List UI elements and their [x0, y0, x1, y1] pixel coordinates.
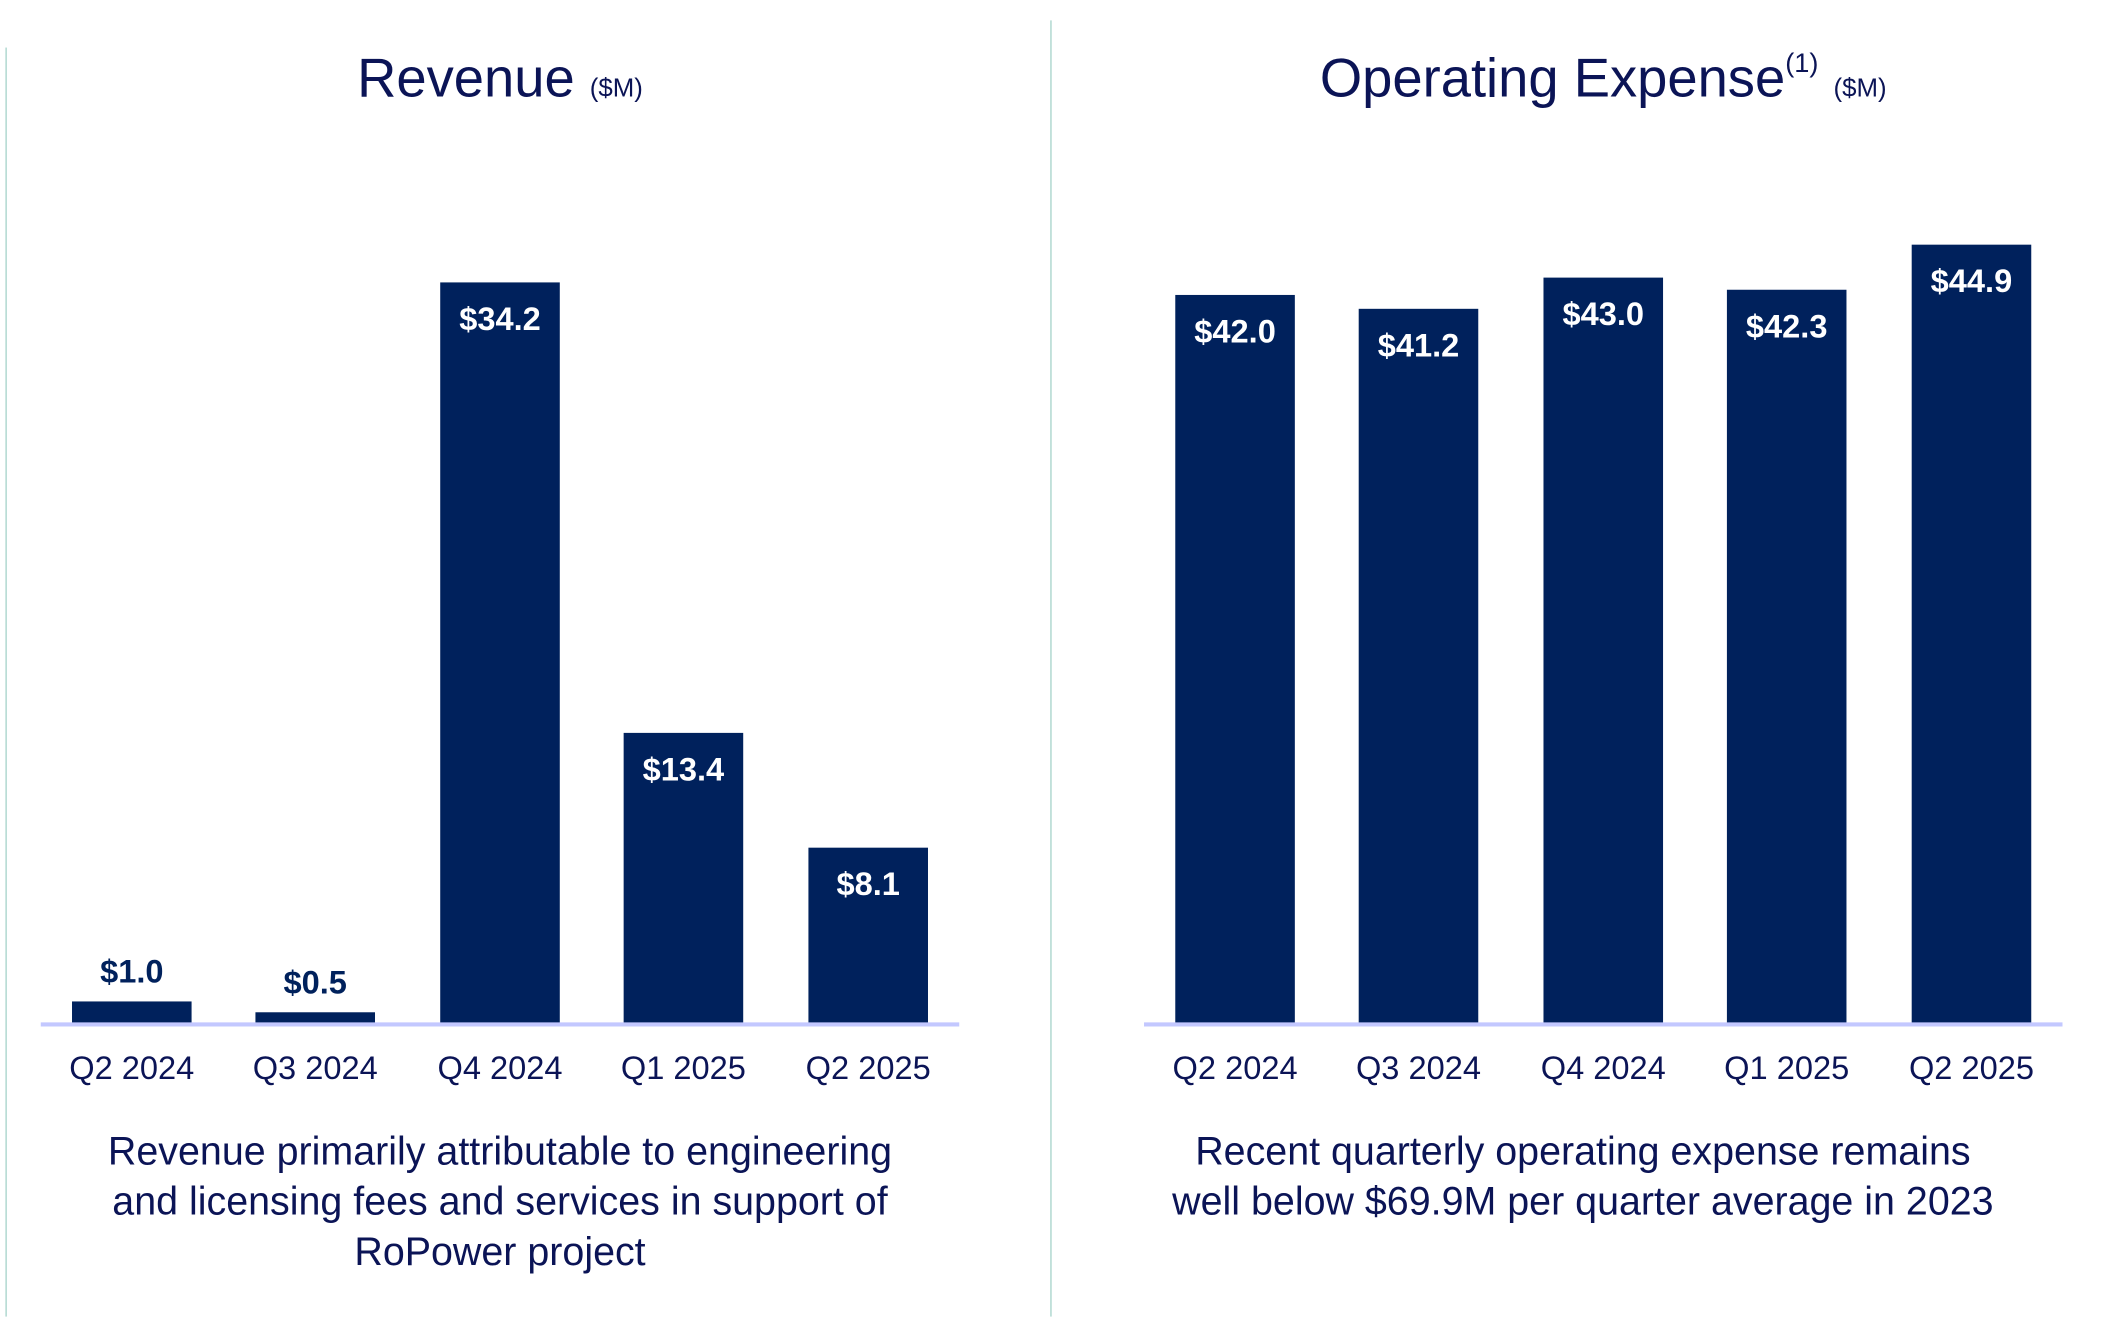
opex-data-label: $42.0 [1194, 313, 1276, 350]
opex-data-label: $44.9 [1931, 262, 2013, 299]
opex-bar [1726, 289, 1847, 1024]
revenue-bar [255, 1012, 376, 1024]
opex-x-tick-label: Q1 2025 [1724, 1049, 1849, 1086]
revenue-caption-line: Revenue primarily attributable to engine… [107, 1130, 893, 1174]
opex-bar [1543, 277, 1664, 1024]
panel-divider [1050, 20, 1052, 1317]
revenue-data-label: $34.2 [459, 300, 541, 337]
opex-x-tick-label: Q2 2025 [1909, 1049, 2034, 1086]
opex-x-tick-label: Q3 2024 [1356, 1049, 1481, 1086]
revenue-x-tick-label: Q2 2025 [806, 1049, 931, 1086]
revenue-bar [72, 1001, 192, 1024]
revenue-data-label: $1.0 [100, 952, 163, 989]
revenue-unit: ($M) [589, 74, 643, 104]
revenue-caption-line: RoPower project [354, 1230, 646, 1275]
opex-title: Operating Expense(1) ($M) [1087, 49, 2106, 110]
opex-data-label: $41.2 [1378, 326, 1460, 363]
revenue-bar [808, 847, 928, 1024]
revenue-title-text: Revenue [357, 48, 575, 109]
revenue-title: Revenue ($M) [0, 49, 1016, 110]
opex-x-tick-label: Q2 2024 [1173, 1049, 1298, 1086]
opex-unit: ($M) [1833, 74, 1887, 104]
revenue-bar [623, 732, 744, 1024]
opex-bar [1911, 244, 2032, 1024]
opex-caption: Recent quarterly operating expense remai… [1107, 1128, 2058, 1229]
opex-bar [1358, 308, 1479, 1024]
revenue-x-tick-label: Q1 2025 [621, 1049, 746, 1086]
opex-caption-line: Recent quarterly operating expense remai… [1195, 1130, 1971, 1174]
opex-bar [1175, 294, 1295, 1024]
opex-data-label: $42.3 [1746, 307, 1828, 344]
opex-data-label: $43.0 [1562, 295, 1644, 332]
revenue-data-label: $0.5 [283, 963, 346, 1000]
revenue-data-label: $13.4 [643, 750, 725, 787]
revenue-data-label: $8.1 [836, 865, 899, 902]
revenue-bar [440, 282, 560, 1024]
left-border [5, 47, 7, 1317]
revenue-x-tick-label: Q3 2024 [253, 1049, 378, 1086]
revenue-x-tick-label: Q4 2024 [437, 1049, 562, 1086]
opex-caption-line: well below $69.9M per quarter average in… [1172, 1180, 1994, 1225]
revenue-x-tick-label: Q2 2024 [69, 1049, 194, 1086]
opex-title-text: Operating Expense [1319, 48, 1786, 109]
opex-footnote-ref: (1) [1785, 48, 1819, 79]
revenue-caption: Revenue primarily attributable to engine… [24, 1128, 975, 1279]
opex-x-tick-label: Q4 2024 [1541, 1049, 1666, 1086]
revenue-caption-line: and licensing fees and services in suppo… [112, 1180, 888, 1225]
